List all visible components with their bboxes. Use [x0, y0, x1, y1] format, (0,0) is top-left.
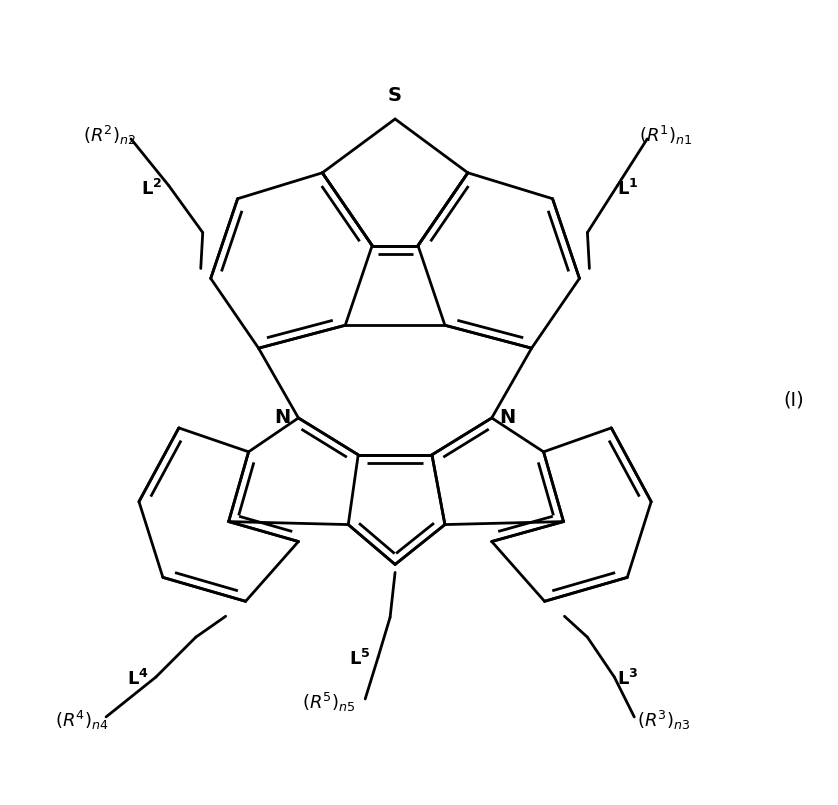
- Text: $\mathregular{L^3}$: $\mathregular{L^3}$: [618, 669, 639, 689]
- Text: $(R^2)_{n2}$: $(R^2)_{n2}$: [83, 125, 136, 147]
- Text: $(R^1)_{n1}$: $(R^1)_{n1}$: [639, 125, 692, 147]
- Text: S: S: [388, 86, 402, 105]
- Text: $\mathregular{L^4}$: $\mathregular{L^4}$: [127, 669, 149, 689]
- Text: (I): (I): [784, 390, 804, 410]
- Text: $\mathregular{L^2}$: $\mathregular{L^2}$: [142, 179, 163, 199]
- Text: $(R^5)_{n5}$: $(R^5)_{n5}$: [302, 691, 355, 713]
- Text: $(R^3)_{n3}$: $(R^3)_{n3}$: [637, 709, 691, 733]
- Text: $\mathregular{L^1}$: $\mathregular{L^1}$: [618, 179, 639, 199]
- Text: $\mathregular{L^5}$: $\mathregular{L^5}$: [349, 649, 370, 669]
- Text: N: N: [499, 408, 516, 427]
- Text: $(R^4)_{n4}$: $(R^4)_{n4}$: [55, 709, 109, 733]
- Text: N: N: [274, 408, 291, 427]
